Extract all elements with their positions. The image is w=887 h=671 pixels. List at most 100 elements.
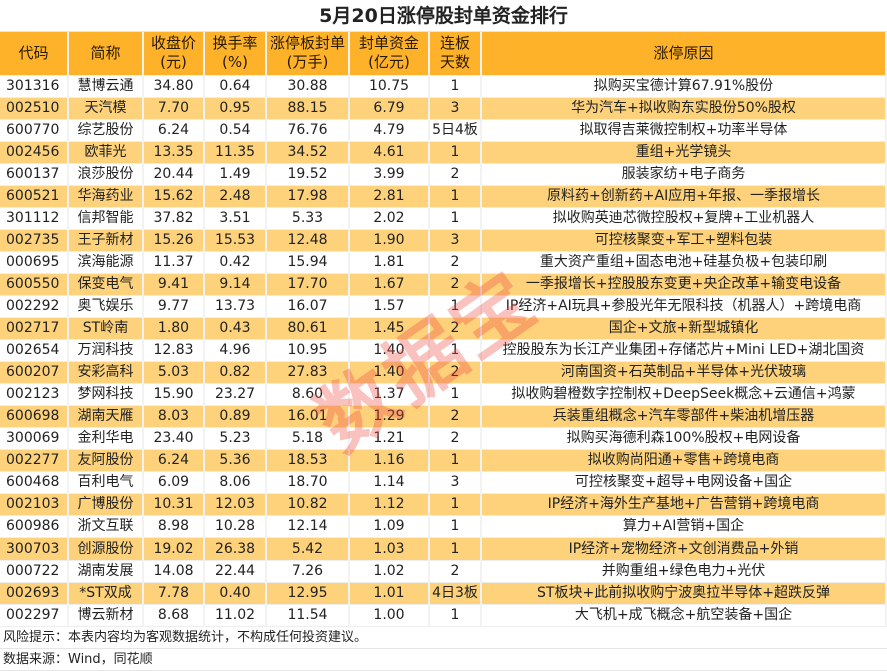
table-row: 600521 华海药业 15.62 2.48 17.98 2.81 1 原料药+创新药+AI应… xyxy=(0,185,887,208)
cell-seal-volume: 15.94 xyxy=(266,251,350,274)
cell-reason: 河南国资+石英制品+半导体+光伏玻璃 xyxy=(481,361,887,385)
cell-turnover: 0.40 xyxy=(204,582,267,605)
cell-turnover: 3.51 xyxy=(204,207,267,230)
cell-seal-amount: 1.09 xyxy=(349,515,430,539)
table-row: 600207 安彩高科 5.03 0.82 27.83 1.40 2 河南国资+石英制品+半导… xyxy=(0,361,887,385)
cell-code: 300069 xyxy=(0,427,69,451)
cell-reason: ST板块+此前拟收购宁波奥拉半导体+超跌反弹 xyxy=(481,582,887,605)
cell-reason: 大飞机+成飞概念+航空装备+国企 xyxy=(481,604,887,627)
table-row: 002292 奥飞娱乐 9.77 13.73 16.07 1.57 1 IP经济+AI玩具+参… xyxy=(0,295,887,319)
cell-reason: 华为汽车+拟收购东实股份50%股权 xyxy=(481,97,887,120)
cell-turnover: 0.54 xyxy=(204,119,267,142)
cell-name: 梦网科技 xyxy=(68,383,144,407)
risk-note: 风险提示：本表内容均为客观数据统计，不构成任何投资建议。 xyxy=(0,627,887,649)
cell-seal-amount: 1.03 xyxy=(349,537,430,561)
table-row: 300069 金利华电 23.40 5.23 5.18 1.21 2 拟购买海德利森100%股… xyxy=(0,427,887,451)
cell-name: 欧菲光 xyxy=(68,141,144,164)
cell-seal-amount: 1.16 xyxy=(349,449,430,473)
cell-seal-amount: 1.00 xyxy=(349,604,430,627)
cell-code: 301112 xyxy=(0,207,69,230)
table-row: 000722 湖南发展 14.08 22.44 7.26 1.02 2 并购重组+绿色电力+光… xyxy=(0,560,887,583)
cell-close-price: 23.40 xyxy=(143,427,205,451)
cell-code: 002123 xyxy=(0,383,69,407)
cell-turnover: 0.43 xyxy=(204,317,267,341)
cell-seal-amount: 1.12 xyxy=(349,493,430,517)
cell-seal-volume: 10.82 xyxy=(266,493,350,517)
table-title: 5月20日涨停股封单资金排行 xyxy=(0,0,887,32)
table-row: 002277 友阿股份 6.24 5.36 18.53 1.16 1 拟收购尚阳通+零售+跨境… xyxy=(0,449,887,473)
cell-consecutive-days: 2 xyxy=(429,405,482,429)
cell-seal-volume: 11.54 xyxy=(266,604,350,627)
header-consecutive-days: 连板 天数 xyxy=(429,32,482,76)
cell-close-price: 8.98 xyxy=(143,515,205,539)
cell-turnover: 23.27 xyxy=(204,383,267,407)
cell-seal-amount: 1.67 xyxy=(349,273,430,296)
cell-name: 万润科技 xyxy=(68,339,144,363)
cell-name: 湖南天雁 xyxy=(68,405,144,429)
table-row: 301112 信邦智能 37.82 3.51 5.33 2.02 1 拟收购英迪芯微控股权+复… xyxy=(0,207,887,230)
table-row: 002456 欧菲光 13.35 11.35 34.52 4.61 1 重组+光学镜头 xyxy=(0,141,887,164)
cell-turnover: 0.82 xyxy=(204,361,267,385)
table-row: 002510 天汽模 7.70 0.95 88.15 6.79 3 华为汽车+拟收购东实股份5… xyxy=(0,97,887,120)
cell-seal-volume: 19.52 xyxy=(266,163,350,186)
cell-close-price: 9.41 xyxy=(143,273,205,296)
cell-close-price: 15.26 xyxy=(143,229,205,252)
cell-seal-amount: 2.81 xyxy=(349,185,430,208)
table-row: 300703 创源股份 19.02 26.38 5.42 1.03 1 IP经济+宠物经济+文… xyxy=(0,537,887,561)
cell-seal-amount: 3.99 xyxy=(349,163,430,186)
cell-code: 600207 xyxy=(0,361,69,385)
header-turnover: 换手率 (%) xyxy=(204,32,267,76)
cell-seal-volume: 27.83 xyxy=(266,361,350,385)
cell-reason: 拟收购英迪芯微控股权+复牌+工业机器人 xyxy=(481,207,887,230)
cell-turnover: 0.95 xyxy=(204,97,267,120)
header-text: (元) xyxy=(160,53,187,72)
cell-reason: 拟收购碧橙数字控制权+DeepSeek概念+云通信+鸿蒙 xyxy=(481,383,887,407)
cell-turnover: 22.44 xyxy=(204,560,267,583)
table-row: 600550 保变电气 9.41 9.14 17.70 1.67 2 一季报增长+控股股东变更… xyxy=(0,273,887,296)
cell-name: 信邦智能 xyxy=(68,207,144,230)
cell-close-price: 8.03 xyxy=(143,405,205,429)
cell-code: 600521 xyxy=(0,185,69,208)
cell-turnover: 1.49 xyxy=(204,163,267,186)
cell-consecutive-days: 1 xyxy=(429,515,482,539)
cell-reason: 服装家纺+电子商务 xyxy=(481,163,887,186)
cell-turnover: 2.48 xyxy=(204,185,267,208)
cell-reason: 拟收购尚阳通+零售+跨境电商 xyxy=(481,449,887,473)
cell-code: 600550 xyxy=(0,273,69,296)
cell-seal-volume: 16.01 xyxy=(266,405,350,429)
cell-name: 慧博云通 xyxy=(68,75,144,98)
cell-consecutive-days: 3 xyxy=(429,471,482,495)
cell-code: 002292 xyxy=(0,295,69,319)
table-row: 002693 *ST双成 7.78 0.40 12.95 1.01 4日3板 ST板块+此前拟… xyxy=(0,582,887,605)
cell-turnover: 10.28 xyxy=(204,515,267,539)
header-text: 天数 xyxy=(439,53,470,72)
header-text: 收盘价 xyxy=(150,34,196,53)
cell-seal-volume: 18.70 xyxy=(266,471,350,495)
cell-consecutive-days: 3 xyxy=(429,97,482,120)
table-row: 002735 王子新材 15.26 15.53 12.48 1.90 3 可控核聚变+军工+塑… xyxy=(0,229,887,252)
cell-code: 600468 xyxy=(0,471,69,495)
cell-seal-amount: 6.79 xyxy=(349,97,430,120)
cell-consecutive-days: 1 xyxy=(429,493,482,517)
cell-seal-volume: 76.76 xyxy=(266,119,350,142)
header-text: 涨停原因 xyxy=(653,43,714,62)
cell-consecutive-days: 3 xyxy=(429,229,482,252)
cell-seal-amount: 1.40 xyxy=(349,339,430,363)
cell-name: 博云新材 xyxy=(68,604,144,627)
cell-consecutive-days: 2 xyxy=(429,361,482,385)
cell-turnover: 11.02 xyxy=(204,604,267,627)
cell-name: 创源股份 xyxy=(68,537,144,561)
cell-reason: 重大资产重组+固态电池+硅基负极+包装印刷 xyxy=(481,251,887,274)
cell-turnover: 13.73 xyxy=(204,295,267,319)
table-row: 002297 博云新材 8.68 11.02 11.54 1.00 1 大飞机+成飞概念+航空… xyxy=(0,604,887,627)
cell-name: ST岭南 xyxy=(68,317,144,341)
cell-name: 天汽模 xyxy=(68,97,144,120)
cell-name: *ST双成 xyxy=(68,582,144,605)
cell-seal-amount: 1.57 xyxy=(349,295,430,319)
header-text: (亿元) xyxy=(368,53,410,72)
header-seal-amount: 封单资金 (亿元) xyxy=(349,32,430,76)
cell-close-price: 12.83 xyxy=(143,339,205,363)
cell-consecutive-days: 1 xyxy=(429,604,482,627)
cell-name: 王子新材 xyxy=(68,229,144,252)
cell-seal-volume: 10.95 xyxy=(266,339,350,363)
